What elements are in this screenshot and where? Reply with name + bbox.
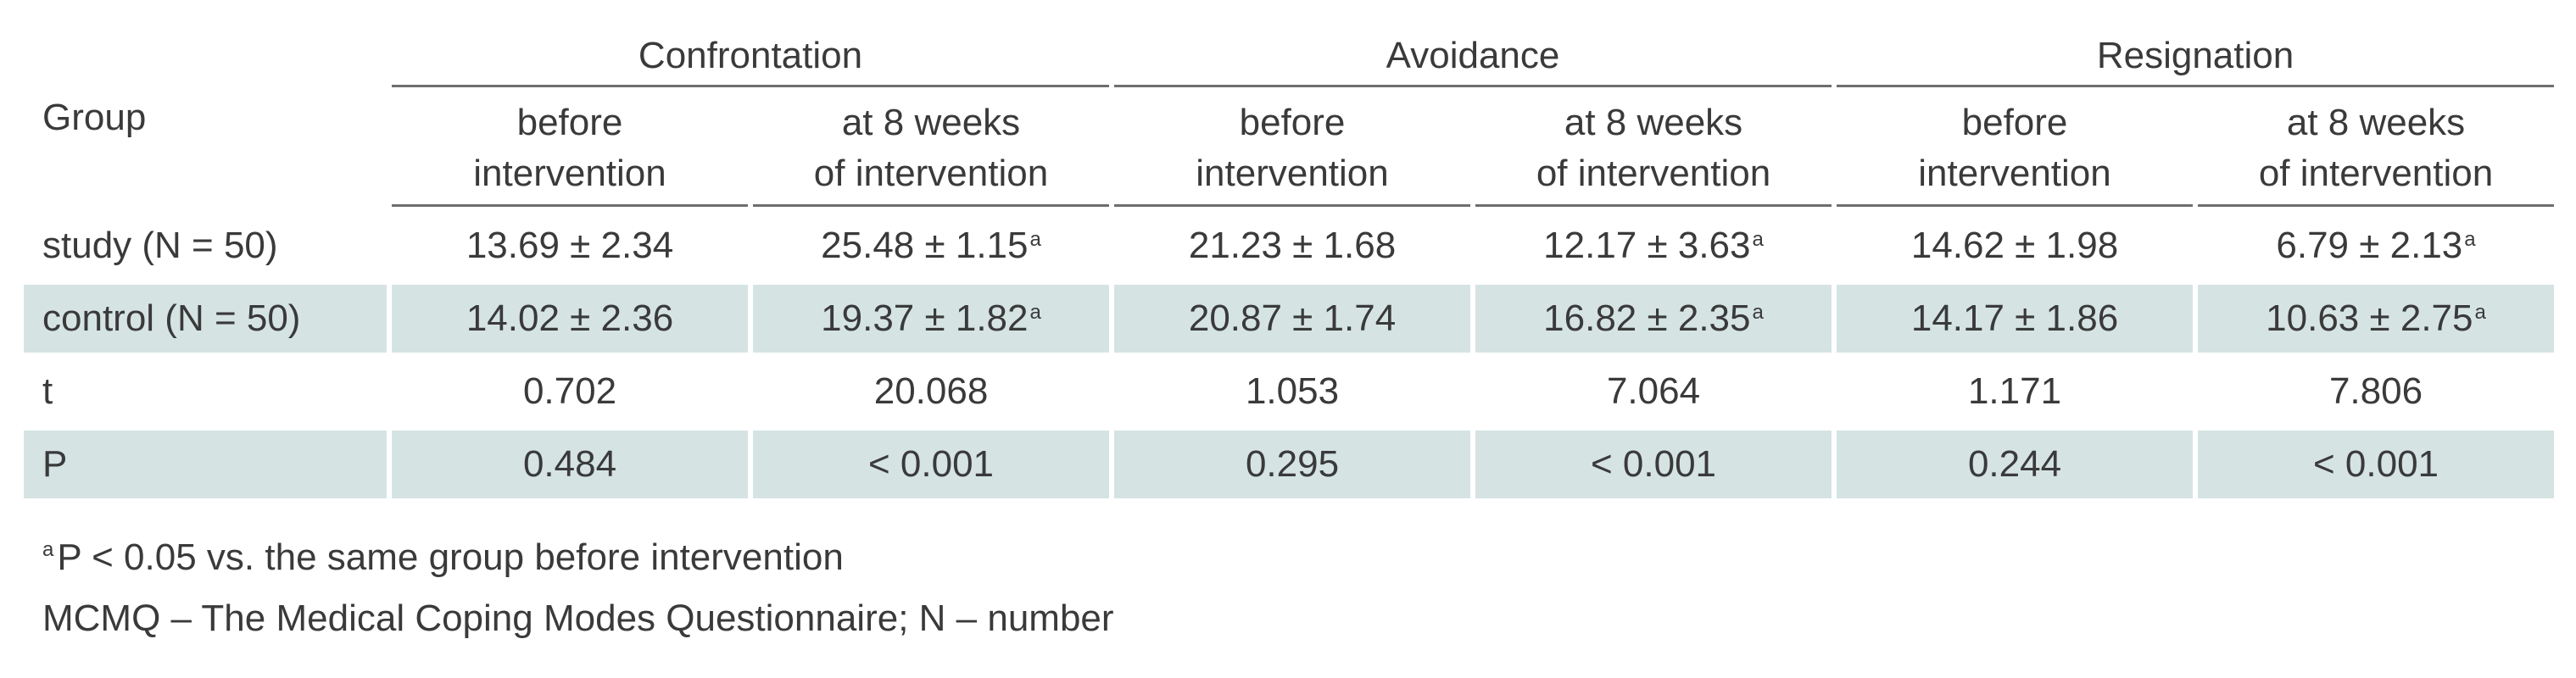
cell-value: 0.702 <box>522 370 617 412</box>
resignation-before-subheader: before intervention <box>1837 92 2194 207</box>
row-label: control (N = 50) <box>24 285 387 353</box>
cell-value: 7.806 <box>2328 370 2423 412</box>
cell-value: 16.82 ± 2.35 <box>1543 297 1751 339</box>
table-cell: < 0.001 <box>753 431 1110 498</box>
table-cell: 0.702 <box>392 358 748 425</box>
significance-marker: a <box>1029 228 1041 251</box>
significance-marker: a <box>1752 301 1764 324</box>
footnote-marker: a <box>42 538 54 561</box>
footnote-text: P < 0.05 vs. the same group before inter… <box>57 536 844 578</box>
table-cell: 7.806 <box>2198 358 2554 425</box>
cell-value: 0.244 <box>1967 443 2062 485</box>
cell-value: 0.484 <box>522 443 617 485</box>
table-cell: 14.02 ± 2.36 <box>392 285 748 353</box>
subheader-line: at 8 weeks <box>1564 102 1743 143</box>
row-label: P <box>24 431 387 498</box>
row-label: study (N = 50) <box>42 225 278 266</box>
cell-value: 12.17 ± 3.63 <box>1543 225 1751 266</box>
cell-value: 7.064 <box>1606 370 1701 412</box>
subheader-line: intervention <box>1918 153 2111 194</box>
subheader-line: before <box>516 102 623 143</box>
row-label: t <box>42 370 53 412</box>
table-row: study (N = 50) 13.69 ± 2.34 25.48 ± 1.15a 2… <box>24 212 2554 280</box>
cell-value: 14.02 ± 2.36 <box>466 297 674 339</box>
table-row: P 0.484 < 0.001 0.295 < 0.001 0.244 < 0.001 <box>24 431 2555 498</box>
cell-value: 13.69 ± 2.34 <box>466 225 674 266</box>
cell-value: 10.63 ± 2.75 <box>2266 297 2473 339</box>
mcmq-results-table: Group Confrontation Avoidance Resignatio… <box>19 24 2559 503</box>
table-cell: 1.171 <box>1837 358 2193 425</box>
subheader-line: before <box>1961 102 2068 143</box>
table-cell: 12.17 ± 3.63a <box>1475 212 1832 280</box>
resignation-at-8-weeks-subheader: at 8 weeks of intervention <box>2198 92 2555 207</box>
table-cell: 16.82 ± 2.35a <box>1475 285 1832 353</box>
cell-value: 14.17 ± 1.86 <box>1910 297 2119 339</box>
cell-value: 1.171 <box>1967 370 2062 412</box>
subheader-line: before <box>1239 102 1346 143</box>
cell-value: 0.295 <box>1245 443 1340 485</box>
cell-value: 1.053 <box>1245 370 1340 412</box>
table-cell: 20.068 <box>753 358 1109 425</box>
cell-value: 21.23 ± 1.68 <box>1188 225 1397 266</box>
table-cell: 0.295 <box>1114 431 1471 498</box>
table-cell: 0.244 <box>1837 431 2194 498</box>
subheader-line: intervention <box>1196 153 1389 194</box>
significance-marker: a <box>1029 301 1041 324</box>
cell-value: 20.87 ± 1.74 <box>1188 297 1397 339</box>
table-cell: 14.17 ± 1.86 <box>1837 285 2194 353</box>
cell-value: 25.48 ± 1.15 <box>821 225 1029 266</box>
subheader-line: of intervention <box>813 153 1049 194</box>
table-row: t 0.702 20.068 1.053 7.064 1.171 7.806 <box>24 358 2554 425</box>
cell-value: 6.79 ± 2.13 <box>2276 225 2463 266</box>
table-cell: 25.48 ± 1.15a <box>753 212 1109 280</box>
table-cell: 0.484 <box>392 431 748 498</box>
cell-value: < 0.001 <box>2313 443 2439 485</box>
resignation-header: Resignation <box>1837 29 2555 87</box>
subheader-line: at 8 weeks <box>841 102 1021 143</box>
significance-marker: a <box>2474 301 2486 324</box>
table-cell: 13.69 ± 2.34 <box>392 212 748 280</box>
cell-value: 14.62 ± 1.98 <box>1910 225 2119 266</box>
confrontation-before-subheader: before intervention <box>392 92 748 207</box>
table-cell: 21.23 ± 1.68 <box>1114 212 1470 280</box>
subheader-line: of intervention <box>2258 153 2494 194</box>
table-cell: 19.37 ± 1.82a <box>753 285 1110 353</box>
confrontation-header: Confrontation <box>392 29 1110 87</box>
table-cell: < 0.001 <box>1475 431 1832 498</box>
table-cell: 7.064 <box>1475 358 1832 425</box>
table-cell: 6.79 ± 2.13a <box>2198 212 2554 280</box>
table-cell: < 0.001 <box>2198 431 2555 498</box>
cell-value: 20.068 <box>873 370 989 412</box>
cell-value: < 0.001 <box>1591 443 1717 485</box>
cell-value: 19.37 ± 1.82 <box>821 297 1029 339</box>
results-table-container: Group Confrontation Avoidance Resignatio… <box>24 24 2555 649</box>
footnote-significance: aP < 0.05 vs. the same group before inte… <box>42 527 2552 588</box>
table-cell: 14.62 ± 1.98 <box>1837 212 2193 280</box>
subheader-line: of intervention <box>1536 153 1771 194</box>
table-notes: aP < 0.05 vs. the same group before inte… <box>24 527 2552 649</box>
significance-marker: a <box>1752 228 1764 251</box>
table-cell: 10.63 ± 2.75a <box>2198 285 2555 353</box>
significance-marker: a <box>2464 228 2476 251</box>
table-cell: 1.053 <box>1114 358 1470 425</box>
avoidance-header: Avoidance <box>1114 29 1832 87</box>
subheader-line: intervention <box>473 153 666 194</box>
abbreviations-note: MCMQ – The Medical Coping Modes Question… <box>42 597 1114 639</box>
cell-value: < 0.001 <box>867 443 995 485</box>
avoidance-at-8-weeks-subheader: at 8 weeks of intervention <box>1475 92 1832 207</box>
avoidance-before-subheader: before intervention <box>1114 92 1471 207</box>
table-row: control (N = 50) 14.02 ± 2.36 19.37 ± 1.82… <box>24 285 2555 353</box>
group-column-header: Group <box>42 97 147 138</box>
confrontation-at-8-weeks-subheader: at 8 weeks of intervention <box>753 92 1110 207</box>
table-cell: 20.87 ± 1.74 <box>1114 285 1471 353</box>
subheader-line: at 8 weeks <box>2286 102 2466 143</box>
